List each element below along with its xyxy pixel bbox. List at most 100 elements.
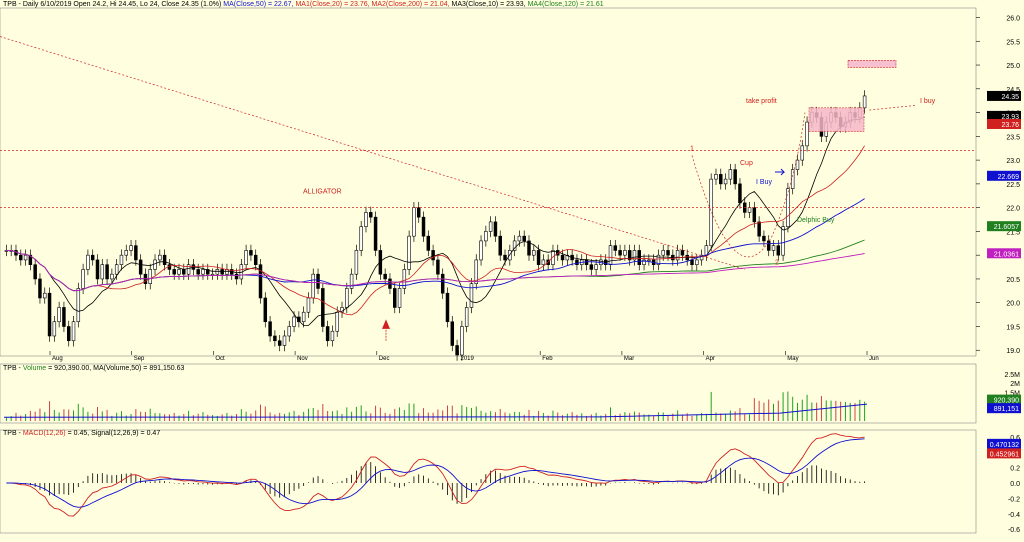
price-panel-frame bbox=[0, 7, 977, 357]
candle-body bbox=[771, 245, 776, 251]
candle-body bbox=[19, 254, 23, 261]
macd-y-tick-label: 0.0 bbox=[1010, 481, 1020, 488]
candle-body bbox=[38, 278, 42, 299]
candle-body bbox=[421, 216, 426, 237]
volume-y-tick-label: 1.5M bbox=[1004, 391, 1020, 398]
header-ohlc: TPB - Daily 6/10/2019 Open 24.2, Hi 24.4… bbox=[3, 1, 224, 8]
macd-y-tick-label: -0.4 bbox=[1008, 512, 1020, 519]
candle-body bbox=[445, 292, 450, 323]
candle-body bbox=[407, 235, 411, 270]
candle-body bbox=[268, 321, 272, 337]
macd-y-tick-label: 0.2 bbox=[1010, 466, 1020, 473]
candle-body bbox=[52, 321, 57, 337]
candle-body bbox=[666, 250, 670, 256]
candle-body bbox=[503, 254, 507, 261]
candle-body bbox=[412, 207, 416, 237]
candle-body bbox=[244, 250, 248, 265]
price-y-tick-label: 21.5 bbox=[1006, 229, 1020, 236]
downtrend-line bbox=[0, 36, 746, 270]
candle-body bbox=[738, 183, 742, 204]
x-axis-month-label: Dec bbox=[379, 356, 390, 362]
candle-body bbox=[800, 145, 805, 161]
candle-body bbox=[206, 269, 210, 275]
candle-body bbox=[752, 207, 757, 223]
volume-header-ma: MA(Volume,50) = 891,150.63 bbox=[93, 365, 185, 372]
candle-body bbox=[114, 264, 119, 275]
candle-body bbox=[560, 254, 565, 261]
price-y-tick-label: 22.5 bbox=[1006, 182, 1020, 189]
macd-value-tag bbox=[987, 448, 1021, 459]
candle-body bbox=[292, 316, 296, 327]
candle-body bbox=[119, 254, 124, 265]
x-axis-month-label: 2019 bbox=[461, 356, 475, 362]
candle-body bbox=[680, 250, 685, 256]
candle-body bbox=[138, 259, 143, 275]
price-value-tag bbox=[987, 110, 1021, 121]
candle-body bbox=[124, 250, 128, 256]
candle-body bbox=[733, 169, 737, 185]
price-y-tick-label: 20.0 bbox=[1006, 301, 1020, 308]
candle-body bbox=[186, 264, 191, 275]
candle-body bbox=[455, 345, 459, 356]
candle-body bbox=[575, 259, 579, 265]
candle-body bbox=[172, 269, 176, 275]
annotation-take-profit: take profit bbox=[746, 98, 777, 105]
candle-body bbox=[86, 254, 90, 270]
price-y-tick-label: 23.0 bbox=[1006, 158, 1020, 165]
volume-header: TPB - Volume = 920,390.00, MA(Volume,50)… bbox=[3, 365, 184, 372]
x-axis-month-label: Mar bbox=[624, 356, 634, 362]
macd-value-tag-label: 0.452961 bbox=[990, 451, 1019, 458]
candle-body bbox=[311, 273, 315, 299]
candle-body bbox=[162, 254, 167, 265]
volume-header-label: Volume bbox=[22, 365, 47, 372]
candle-body bbox=[661, 250, 665, 256]
volume-header-symbol: TPB - bbox=[3, 365, 23, 372]
price-value-tag-label: 21.6057 bbox=[994, 224, 1019, 231]
candle-body bbox=[90, 254, 95, 261]
candle-body bbox=[623, 250, 627, 256]
price-y-tick-label: 19.5 bbox=[1006, 324, 1020, 331]
candle-body bbox=[613, 245, 618, 251]
price-value-tag-label: 23.76 bbox=[1001, 122, 1019, 129]
candle-body bbox=[364, 212, 368, 227]
candle-body bbox=[532, 250, 536, 256]
candle-body bbox=[330, 330, 335, 342]
candle-body bbox=[656, 254, 661, 265]
macd-line bbox=[6, 433, 865, 517]
x-axis-month-label: Sep bbox=[134, 356, 145, 362]
candle-body bbox=[282, 335, 287, 346]
candle-body bbox=[23, 254, 28, 261]
ma50-line bbox=[6, 198, 865, 292]
candle-body bbox=[158, 254, 162, 261]
candle-body bbox=[33, 264, 37, 280]
candle-body bbox=[354, 250, 359, 275]
candle-body bbox=[637, 250, 642, 265]
volume-value-tag-label: 891,151 bbox=[994, 406, 1019, 413]
candle-body bbox=[349, 273, 354, 289]
candle-body bbox=[71, 321, 76, 342]
x-axis-month-label: Jun bbox=[869, 356, 879, 362]
candle-body bbox=[469, 283, 474, 308]
candle-body bbox=[177, 269, 181, 275]
candle-body bbox=[57, 307, 61, 323]
price-header: TPB - Daily 6/10/2019 Open 24.2, Hi 24.4… bbox=[3, 1, 604, 8]
annotation-point-2: 2 bbox=[775, 260, 779, 267]
volume-header-value: = 920,390.00, bbox=[46, 365, 94, 372]
candle-body bbox=[766, 240, 771, 251]
candle-body bbox=[426, 235, 431, 251]
candle-body bbox=[474, 259, 478, 284]
annotation-i-buy-blue: I Buy bbox=[756, 179, 772, 186]
candle-body bbox=[378, 250, 383, 275]
header-ma20: MA1(Close,20) = 23.76, bbox=[295, 1, 372, 8]
x-axis-month-label: Feb bbox=[542, 356, 553, 362]
price-value-tag-label: 21.0361 bbox=[994, 251, 1019, 258]
candle-body bbox=[757, 221, 761, 237]
entry-zone-box bbox=[808, 107, 865, 132]
candle-body bbox=[105, 264, 109, 280]
candle-body bbox=[153, 259, 157, 270]
volume-ma-line bbox=[3, 403, 868, 418]
candle-body bbox=[196, 269, 200, 275]
candle-body bbox=[450, 321, 455, 346]
